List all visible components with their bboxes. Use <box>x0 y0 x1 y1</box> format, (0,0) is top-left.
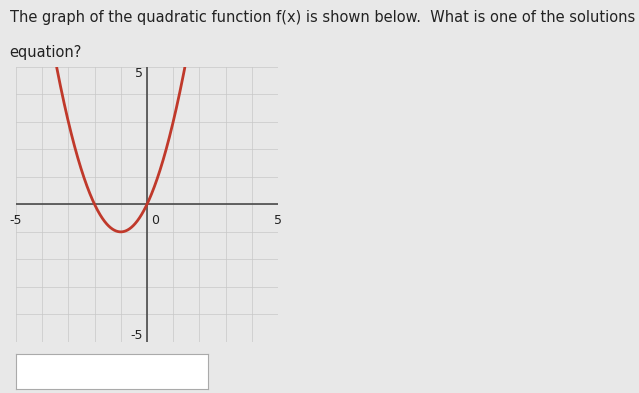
Text: -5: -5 <box>10 214 22 227</box>
Text: -5: -5 <box>130 329 143 342</box>
Text: 5: 5 <box>135 67 143 80</box>
Text: equation?: equation? <box>10 45 82 60</box>
Text: 5: 5 <box>274 214 282 227</box>
Text: 0: 0 <box>151 214 159 227</box>
Text: The graph of the quadratic function f(x) is shown below.  What is one of the sol: The graph of the quadratic function f(x)… <box>10 10 639 25</box>
